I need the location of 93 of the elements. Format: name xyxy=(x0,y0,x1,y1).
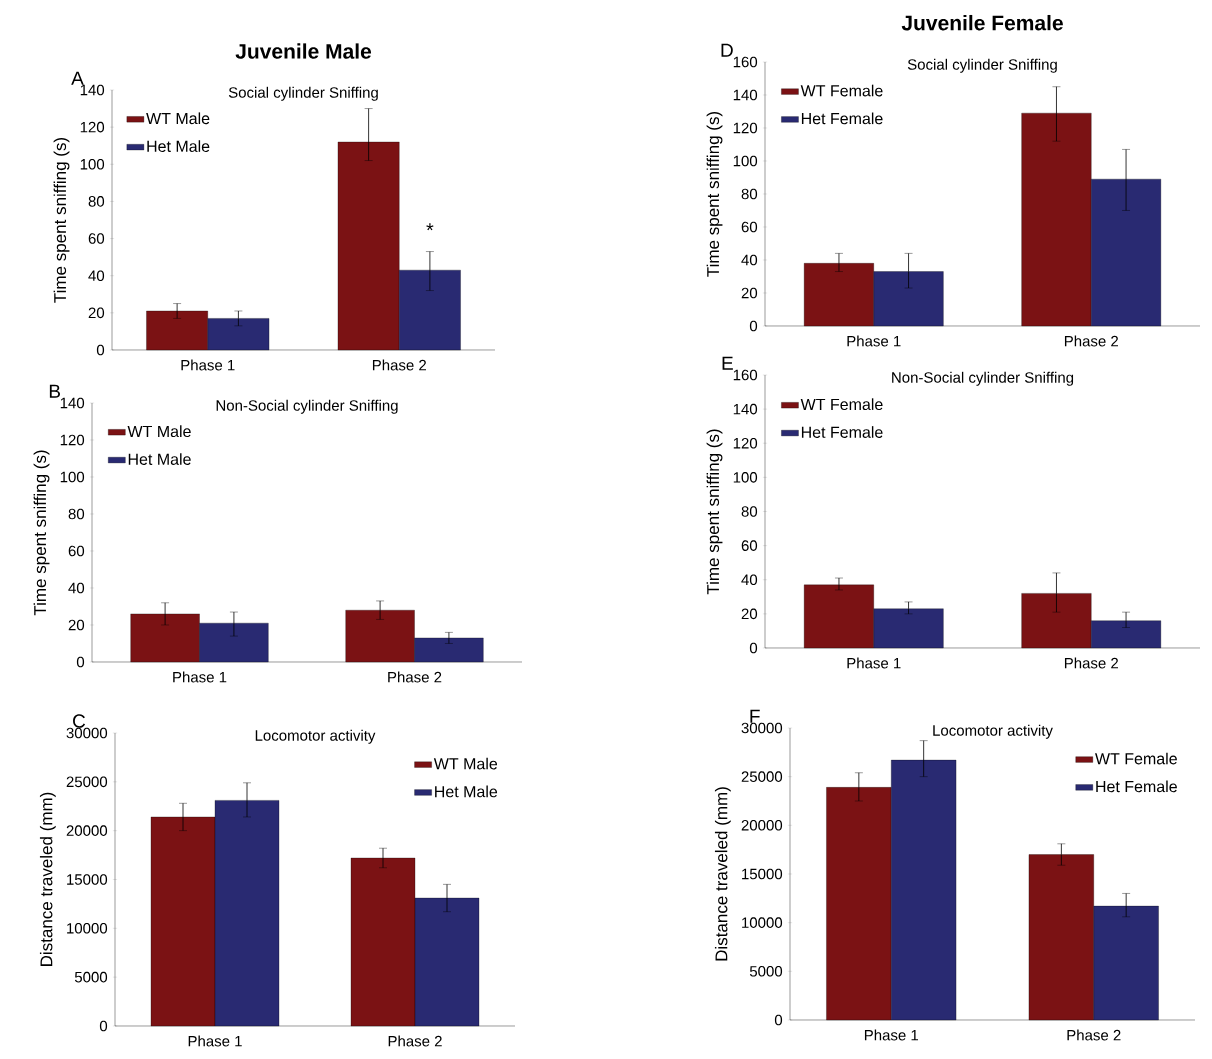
text: C xyxy=(73,714,86,728)
chart-title: Social cylinder Sniffing xyxy=(907,58,1057,73)
y-axis-title: Time spent sniffing (s) xyxy=(706,111,723,277)
legend-label: Het Male xyxy=(435,785,498,798)
x-tick-label: Phase 2 xyxy=(1064,657,1119,669)
y-tick-label: 100 xyxy=(80,158,105,170)
y-axis-title: Time spent sniffing (s) xyxy=(53,137,70,303)
x-tick-label: Phase 1 xyxy=(173,671,227,683)
y-tick-label: 20 xyxy=(741,287,758,299)
legend-label: WT Male xyxy=(127,425,191,438)
y-tick-label: 10000 xyxy=(742,917,783,928)
y-tick-label: 80 xyxy=(68,508,85,520)
text: Juvenile Male xyxy=(235,43,372,59)
y-tick-label: 25000 xyxy=(741,771,783,782)
text: B xyxy=(49,384,60,398)
y-tick-label: 80 xyxy=(741,188,758,200)
y-tick-label: 0 xyxy=(774,1014,783,1026)
y-tick-label: 80 xyxy=(88,196,105,207)
chart-title: Locomotor activity xyxy=(255,729,376,744)
y-tick-label: 30000 xyxy=(741,722,783,734)
text: F xyxy=(750,709,760,723)
y-axis-title: Time spent sniffing (s) xyxy=(706,429,723,595)
y-tick-label: 40 xyxy=(741,254,758,266)
y-tick-label: 140 xyxy=(733,403,758,415)
y-tick-label: 20 xyxy=(741,608,758,620)
y-tick-label: 25000 xyxy=(66,776,108,788)
x-tick-label: Phase 1 xyxy=(847,335,901,347)
x-tick-label: Phase 2 xyxy=(388,671,442,683)
y-tick-label: 40 xyxy=(68,582,85,594)
y-tick-label: 0 xyxy=(76,656,85,668)
y-tick-label: 160 xyxy=(733,369,758,381)
y-tick-label: 120 xyxy=(733,122,758,134)
text: A xyxy=(71,71,84,85)
y-tick-label: 10000 xyxy=(67,923,108,934)
chart-title: Non-Social cylinder Sniffing xyxy=(892,371,1074,386)
legend-label: Het Female xyxy=(801,112,883,125)
text: E xyxy=(722,356,733,370)
y-tick-label: 100 xyxy=(733,155,758,167)
text: D xyxy=(721,43,733,57)
y-tick-label: 120 xyxy=(60,434,85,446)
y-tick-label: 120 xyxy=(733,437,758,449)
y-tick-label: 60 xyxy=(741,540,758,551)
x-tick-label: Phase 2 xyxy=(372,359,427,371)
y-tick-label: 20 xyxy=(88,307,105,319)
y-tick-label: 0 xyxy=(96,344,105,356)
y-tick-label: 80 xyxy=(741,506,758,517)
y-tick-label: 40 xyxy=(88,270,105,281)
legend-label: Het Female xyxy=(1096,780,1177,793)
y-tick-label: 0 xyxy=(749,642,758,654)
annotation: * xyxy=(426,223,434,231)
y-tick-label: 20 xyxy=(68,619,85,631)
y-tick-label: 5000 xyxy=(749,966,783,977)
legend-label: WT Female xyxy=(1095,752,1177,765)
y-tick-label: 140 xyxy=(733,89,758,101)
y-tick-label: 140 xyxy=(60,397,85,409)
y-tick-label: 60 xyxy=(88,233,105,244)
y-tick-label: 20000 xyxy=(66,825,108,836)
y-tick-label: 100 xyxy=(60,471,85,483)
y-tick-label: 0 xyxy=(749,320,758,332)
x-tick-label: Phase 1 xyxy=(847,657,901,669)
y-tick-label: 15000 xyxy=(742,868,783,880)
x-tick-label: Phase 1 xyxy=(188,1035,242,1047)
y-axis-title: Distance traveled (mm) xyxy=(39,792,56,966)
x-tick-label: Phase 2 xyxy=(1064,335,1119,347)
y-axis-title: Distance traveled (mm) xyxy=(714,787,731,961)
y-tick-label: 160 xyxy=(733,56,758,68)
x-tick-label: Phase 1 xyxy=(181,359,235,371)
x-tick-label: Phase 2 xyxy=(388,1035,442,1047)
y-tick-label: 60 xyxy=(68,545,85,557)
y-tick-label: 30000 xyxy=(66,727,108,739)
y-tick-label: 20000 xyxy=(741,820,783,831)
chart-title: Social cylinder Sniffing xyxy=(228,86,378,101)
legend-label: Het Male xyxy=(128,453,191,465)
y-tick-label: 140 xyxy=(80,84,105,96)
legend-label: WT Male xyxy=(146,112,210,125)
chart-title: Non-Social cylinder Sniffing xyxy=(216,399,398,414)
y-tick-label: 100 xyxy=(733,472,758,483)
legend-label: Het Male xyxy=(147,140,210,152)
legend-label: WT Male xyxy=(433,757,498,770)
x-tick-label: Phase 1 xyxy=(864,1029,919,1041)
y-axis-title: Time spent sniffing (s) xyxy=(33,450,50,616)
y-tick-label: 40 xyxy=(741,574,758,586)
y-tick-label: 120 xyxy=(80,121,105,133)
y-tick-label: 5000 xyxy=(74,971,108,983)
legend-label: WT Female xyxy=(800,398,883,411)
legend-label: WT Female xyxy=(800,84,883,97)
chart-title: Locomotor activity xyxy=(933,724,1053,739)
y-tick-label: 15000 xyxy=(67,874,108,885)
x-tick-label: Phase 2 xyxy=(1067,1029,1121,1041)
y-tick-label: 0 xyxy=(99,1020,108,1032)
legend-label: Het Female xyxy=(801,426,883,438)
text: Juvenile Female xyxy=(901,14,1063,31)
y-tick-label: 60 xyxy=(741,221,758,233)
